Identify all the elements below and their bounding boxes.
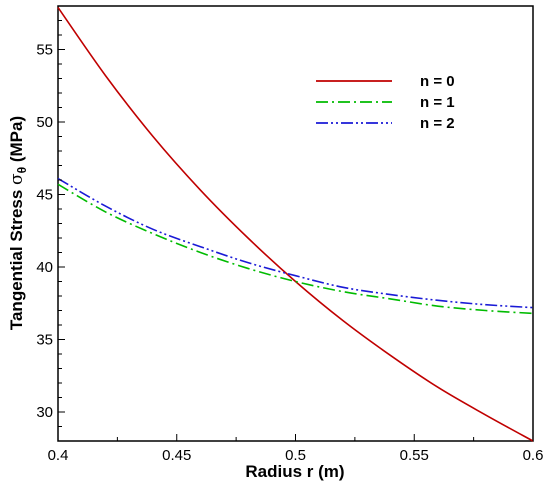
legend: n = 0 n = 1 n = 2 [316,73,455,132]
y-tick-label: 55 [36,42,53,59]
plot-frame [57,5,534,442]
y-axis-title-main: Tangential Stress [7,185,26,330]
legend-label-2: n = 2 [420,115,455,132]
y-tick-label: 40 [36,259,53,276]
y-axis-title-symbol: σ [7,173,27,185]
x-tick-label: 0.4 [48,447,69,464]
legend-label-1: n = 1 [420,94,455,111]
x-tick-label: 0.5 [285,447,306,464]
series-layer [57,6,534,442]
ticks-layer: 0.4 0.45 0.5 0.55 0.6 30 35 40 45 50 55 [36,5,544,464]
y-tick-label: 35 [36,332,53,349]
y-axis-title-subscript: θ [15,167,29,174]
y-axis-title-unit: (MPa) [7,116,26,167]
y-axis-title: Tangential Stress σθ (MPa) [7,116,29,330]
y-tick-label: 50 [36,114,53,131]
legend-label-0: n = 0 [420,73,455,90]
x-tick-label: 0.55 [400,447,429,464]
series-line-0 [57,6,534,442]
x-axis-title: Radius r (m) [245,462,344,481]
y-tick-label: 45 [36,187,53,204]
series-line-1 [57,183,534,315]
y-tick-label: 30 [36,404,53,421]
x-tick-label: 0.6 [523,447,544,464]
x-tick-label: 0.45 [162,447,191,464]
series-line-2 [57,177,534,309]
